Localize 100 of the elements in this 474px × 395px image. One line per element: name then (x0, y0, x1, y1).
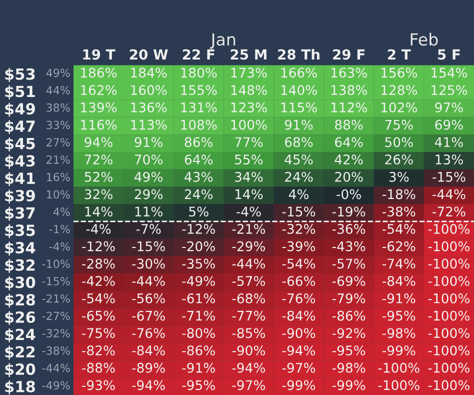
y2-tick-label: 44% (46, 86, 70, 94)
x-tick-label: 5 F (438, 49, 460, 60)
data-label: -42% (82, 276, 115, 286)
data-label: 162% (81, 85, 117, 96)
data-label: 128% (381, 85, 418, 96)
data-label: 166% (281, 68, 317, 78)
data-label: -29% (232, 241, 266, 252)
y-tick-label: $24 (5, 328, 36, 342)
data-label: -86% (332, 310, 366, 321)
data-label: -100% (428, 224, 470, 234)
x-tick-label: 19 T (83, 49, 116, 60)
data-label: -97% (232, 380, 266, 390)
data-label: -76% (132, 328, 165, 338)
data-label: 55% (235, 154, 263, 164)
y-tick-label: $39 (5, 190, 35, 204)
y2-tick-label: 21% (46, 155, 70, 164)
data-label: -95% (182, 380, 215, 390)
data-label: -44% (432, 189, 466, 200)
data-label: -80% (182, 328, 215, 338)
data-label: 139% (81, 102, 117, 112)
data-label: 49% (134, 172, 163, 182)
data-label: -43% (332, 241, 366, 252)
data-label: -4% (236, 206, 261, 217)
y-tick-label: $51 (5, 85, 35, 100)
data-label: -84% (382, 276, 416, 286)
y2-tick-label: 49% (46, 68, 70, 78)
y-tick-label: $47 (5, 120, 35, 134)
data-label: 100% (231, 120, 267, 130)
data-label: 94% (84, 137, 112, 148)
data-label: -94% (232, 362, 266, 373)
data-label: 26% (385, 154, 413, 164)
data-label: 91% (284, 120, 313, 130)
data-label: -15% (432, 172, 466, 182)
data-label: 173% (231, 68, 267, 78)
y2-tick-label: 10% (46, 190, 70, 199)
data-label: -86% (182, 345, 215, 356)
data-label: -35% (182, 258, 215, 269)
data-label: -88% (82, 362, 115, 373)
data-label: -100% (428, 345, 470, 356)
data-label: -54% (382, 224, 416, 234)
data-label: 72% (84, 154, 112, 164)
data-label: -95% (332, 345, 366, 356)
data-label: 140% (281, 85, 317, 96)
data-label: 68% (285, 137, 313, 148)
data-label: -21% (232, 224, 266, 234)
data-label: 156% (381, 68, 418, 78)
data-label: -12% (182, 224, 215, 234)
data-label: -68% (232, 293, 266, 304)
data-label: -0% (336, 189, 361, 200)
data-label: 154% (432, 68, 468, 78)
data-label: 186% (81, 68, 117, 78)
data-label: 88% (335, 120, 363, 130)
data-label: -91% (382, 293, 416, 304)
data-label: -18% (382, 189, 416, 200)
data-label: -72% (432, 206, 466, 217)
data-label: 136% (131, 102, 167, 112)
data-label: 97% (435, 102, 463, 112)
data-label: 32% (84, 189, 112, 200)
data-label: 184% (131, 68, 167, 78)
data-label: 123% (231, 102, 267, 112)
y2-tick-label: -21% (42, 294, 70, 303)
x-tick-label: 22 F (182, 49, 214, 60)
data-label: -4% (86, 224, 111, 234)
data-label: -76% (282, 293, 316, 304)
data-label: 112% (331, 102, 367, 112)
data-label: -44% (132, 276, 165, 286)
data-label: 91% (134, 137, 163, 148)
data-label: -100% (378, 380, 420, 390)
y-tick-label: $49 (5, 102, 35, 117)
text: Jan (210, 33, 236, 49)
data-label: 77% (235, 137, 263, 148)
data-label: 4% (288, 189, 309, 200)
data-label: 125% (432, 85, 468, 96)
y-tick-label: $37 (5, 206, 35, 221)
data-label: -32% (282, 224, 316, 234)
data-label: -95% (382, 310, 416, 321)
y2-tick-label: 16% (46, 172, 70, 182)
data-label: 131% (181, 102, 217, 112)
data-label: -94% (132, 380, 165, 390)
data-label: 5% (189, 206, 208, 217)
data-label: -75% (82, 328, 115, 338)
data-label: 64% (184, 154, 213, 164)
data-label: 115% (281, 102, 317, 112)
data-label: -100% (428, 276, 470, 286)
data-label: 70% (134, 154, 163, 164)
y-tick-label: $26 (5, 311, 36, 325)
x-tick-label: 20 W (130, 49, 168, 60)
data-label: -90% (232, 345, 266, 356)
data-label: 50% (385, 137, 413, 148)
data-label: 86% (184, 137, 213, 148)
x-tick-label: 28 Th (278, 48, 320, 60)
data-label: 52% (84, 172, 112, 182)
data-label: -44% (232, 258, 266, 269)
data-label: 3% (389, 172, 409, 182)
y2-tick-label: -49% (42, 381, 70, 390)
data-label: -92% (332, 328, 366, 338)
data-label: -100% (428, 241, 470, 252)
data-label: -49% (182, 276, 215, 286)
data-label: -99% (282, 380, 316, 390)
data-label: 69% (435, 120, 463, 130)
